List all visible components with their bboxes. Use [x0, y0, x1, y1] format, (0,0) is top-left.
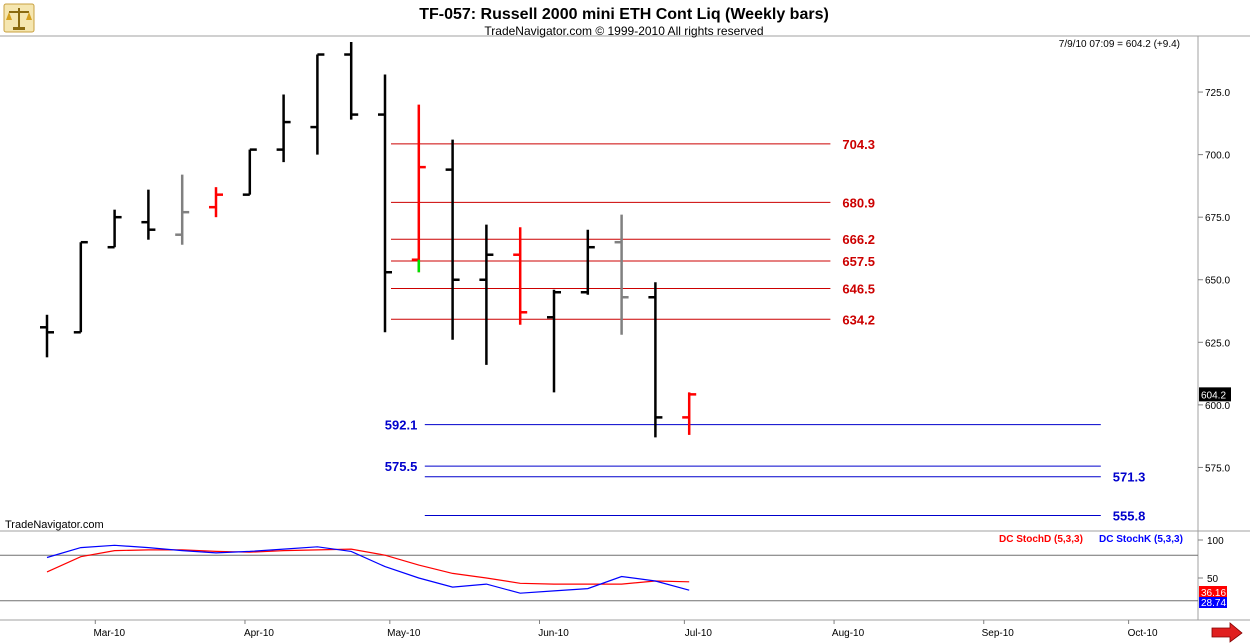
- stochd-last-label: 36.16: [1201, 588, 1226, 599]
- legend-stochd: DC StochD (5,3,3): [999, 534, 1083, 545]
- ohlc-bar: [580, 229, 595, 295]
- ohlc-bar: [40, 314, 54, 358]
- stoch-line: [46, 544, 690, 594]
- ohlc-bars: [40, 42, 697, 438]
- date-tick-label: Sep-10: [982, 628, 1015, 639]
- date-tick-label: Oct-10: [1128, 628, 1158, 639]
- date-axis: Mar-10 Apr-10 May-10 Jun-10 Jul-10 Aug-10 Sep-…: [93, 620, 1158, 639]
- ohlc-bar: [648, 282, 663, 438]
- price-tick-label: 700.0: [1205, 151, 1230, 162]
- ohlc-bar: [175, 174, 190, 245]
- date-tick-label: Mar-10: [93, 628, 125, 639]
- ohlc-bar: [344, 42, 359, 120]
- last-price-label: 604.2: [1201, 390, 1226, 401]
- header-area: [0, 0, 1250, 36]
- date-tick-label: Jun-10: [538, 628, 569, 639]
- price-tick-label: 625.0: [1205, 338, 1230, 349]
- scales-of-justice-icon[interactable]: [3, 3, 35, 33]
- price-tick-label: 575.0: [1205, 463, 1230, 474]
- level-label: 657.5: [842, 254, 875, 269]
- level-label: 575.5: [385, 459, 418, 474]
- ohlc-bar: [682, 392, 697, 435]
- last-price-box: [1199, 387, 1231, 402]
- ohlc-bar: [107, 209, 122, 249]
- price-tick-label: 650.0: [1205, 276, 1230, 287]
- level-label: 555.8: [1113, 508, 1146, 523]
- date-tick-label: Apr-10: [244, 628, 274, 639]
- ohlc-bar: [547, 289, 561, 393]
- level-label: 704.3: [842, 137, 875, 152]
- level-label: 571.3: [1113, 470, 1146, 485]
- price-tick-label: 725.0: [1205, 88, 1230, 99]
- level-label: 680.9: [842, 195, 875, 210]
- chart-title: TF-057: Russell 2000 mini ETH Cont Liq (…: [419, 6, 829, 23]
- ohlc-bar: [378, 74, 392, 333]
- stoch-tick-label: 50: [1207, 574, 1219, 585]
- level-label: 646.5: [842, 282, 875, 297]
- ohlc-bar: [141, 189, 156, 240]
- last-price-marker: 604.2: [1199, 387, 1231, 402]
- stoch-tick-label: 100: [1207, 536, 1224, 547]
- price-tick-label: 675.0: [1205, 213, 1230, 224]
- date-tick-label: Jul-10: [685, 628, 713, 639]
- level-label: 666.2: [842, 232, 875, 247]
- stochk-last-label: 28.74: [1201, 598, 1226, 609]
- copyright-text: TradeNavigator.com © 1999-2010 All right…: [484, 24, 763, 38]
- stoch-axis: 100 50: [0, 536, 1224, 602]
- level-lines: 704.3 680.9 666.2 657.5 646.5 634.2 592.1 575.5…: [385, 137, 1146, 524]
- ohlc-bar: [614, 214, 629, 335]
- ohlc-bar: [445, 139, 460, 340]
- stoch-legend: DC StochD (5,3,3) DC StochK (5,3,3): [999, 534, 1183, 545]
- ohlc-bar: [276, 94, 291, 163]
- ohlc-bar: [209, 187, 223, 218]
- stoch-line: [46, 548, 690, 585]
- watermark-text: TradeNavigator.com: [5, 519, 104, 531]
- price-tick-label: 600.0: [1205, 401, 1230, 412]
- stochk-last-box: [1199, 597, 1227, 608]
- ohlc-bar: [513, 227, 528, 325]
- ohlc-bar: [242, 148, 257, 196]
- ohlc-bar: [73, 240, 88, 334]
- date-tick-label: May-10: [387, 628, 421, 639]
- date-tick-label: Aug-10: [832, 628, 865, 639]
- ohlc-bar: [310, 53, 325, 155]
- stochd-last-box: [1199, 586, 1227, 598]
- level-label: 634.2: [842, 312, 875, 327]
- right-arrow-icon[interactable]: [1211, 622, 1243, 643]
- price-axis: 725.0 700.0 675.0 650.0 625.0 600.0 575.0: [1198, 88, 1230, 474]
- ohlc-bar: [479, 224, 494, 365]
- level-label: 592.1: [385, 418, 418, 433]
- quote-readout: 7/9/10 07:09 = 604.2 (+9.4): [1059, 39, 1180, 50]
- legend-stochk: DC StochK (5,3,3): [1099, 534, 1183, 545]
